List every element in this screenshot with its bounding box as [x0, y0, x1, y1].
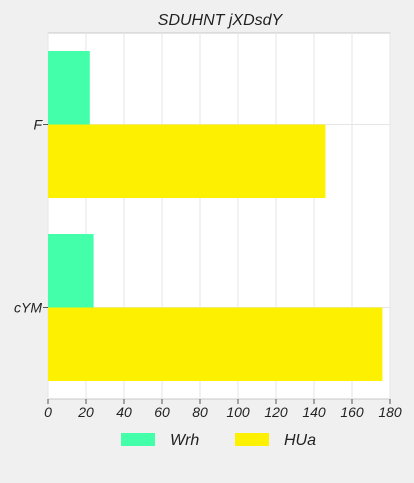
x-tick-label: 60: [154, 404, 170, 420]
x-tick-label: 160: [340, 404, 364, 420]
x-tick-label: 180: [378, 404, 402, 420]
x-tick-label: 40: [116, 404, 132, 420]
legend-label-HUa: HUa: [284, 432, 316, 449]
legend-swatch-Wrh: [121, 433, 155, 446]
x-tick-label: 120: [264, 404, 288, 420]
legend-swatch-HUa: [235, 433, 269, 446]
bar-HUa-F: [48, 124, 326, 198]
bar-Wrh-F: [48, 51, 90, 125]
x-tick-label: 140: [302, 404, 326, 420]
legend-label-Wrh: Wrh: [170, 432, 199, 449]
bar-HUa-cYM: [48, 307, 383, 381]
chart-title: SDUHNT jXDsdY: [158, 12, 284, 29]
bar-Wrh-cYM: [48, 234, 94, 308]
x-tick-label: 100: [226, 404, 250, 420]
legend: Wrh HUa: [121, 432, 316, 449]
bars: [48, 51, 383, 381]
y-tick-label: F: [33, 117, 43, 133]
x-axis: 0 20 40 60 80 100 120 140 160 180: [44, 399, 402, 420]
x-tick-label: 20: [77, 404, 94, 420]
x-tick-label: 80: [192, 404, 208, 420]
x-tick-label: 0: [44, 404, 52, 420]
y-tick-label: cYM: [14, 300, 42, 316]
